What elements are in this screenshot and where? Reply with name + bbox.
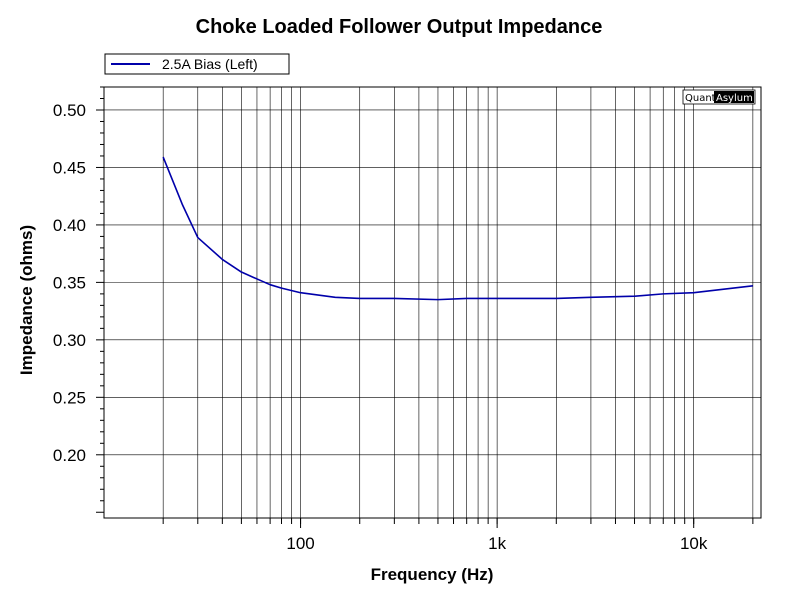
chart-title: Choke Loaded Follower Output Impedance [196,16,603,38]
x-tick-label: 1k [488,534,506,553]
legend: 2.5A Bias (Left) [104,53,290,75]
plot-frame [103,86,762,519]
y-tick-label: 0.25 [53,388,86,407]
x-tick-label: 100 [286,534,314,553]
watermark-text-part1: Quant [685,93,716,104]
y-tick-label: 0.45 [53,158,86,177]
x-tick-label: 10k [680,534,708,553]
legend-box [104,53,290,75]
y-tick-label: 0.30 [53,331,86,350]
y-tick-label: 0.20 [53,446,86,465]
watermark-dark-block [714,91,754,103]
y-tick-label: 0.40 [53,216,86,235]
legend-label: 2.5A Bias (Left) [162,56,258,72]
quantasylum-watermark: Quant Asylum [682,89,756,105]
watermark-text-part2: Asylum [716,93,753,104]
grid [104,87,761,518]
axis-ticks: 0.50 0.45 0.40 0.35 0.30 0.25 0.20 100 1k 10k [53,86,754,553]
series-line [162,156,753,301]
y-tick-label: 0.35 [53,273,86,292]
series-layer [162,156,753,301]
y-axis-label: Impedance (ohms) [17,225,36,375]
x-axis-label: Frequency (Hz) [371,565,494,584]
y-tick-label: 0.50 [53,101,86,120]
